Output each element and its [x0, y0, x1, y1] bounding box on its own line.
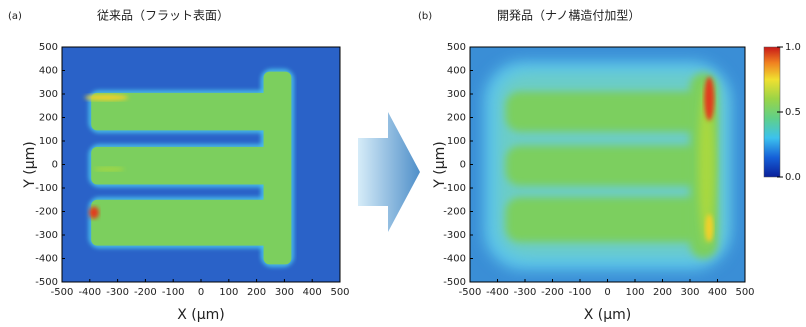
y-axis-label: Y (μm) — [432, 141, 448, 188]
y-tick-label: -200 — [35, 207, 58, 218]
heat-region — [91, 147, 274, 185]
y-tick-label: -300 — [443, 230, 466, 241]
panel-label: (b) — [418, 11, 432, 22]
colorbar-tick-label: 1.0 — [785, 42, 801, 53]
y-tick-label: 500 — [39, 42, 58, 53]
x-tick-label: -400 — [78, 287, 101, 298]
arrow — [358, 112, 420, 232]
x-tick-label: 100 — [625, 287, 644, 298]
heat-region — [506, 197, 712, 242]
y-tick-label: 100 — [447, 136, 466, 147]
y-tick-label: 0 — [460, 160, 466, 171]
heat-spot — [704, 77, 714, 121]
y-tick-label: 0 — [52, 160, 58, 171]
x-tick-label: 100 — [219, 287, 238, 298]
y-tick-label: -200 — [443, 207, 466, 218]
heat-spot — [89, 207, 99, 219]
x-tick-label: -500 — [51, 287, 74, 298]
x-tick-label: -300 — [106, 287, 129, 298]
panel-title: 従来品（フラット表面） — [97, 9, 229, 23]
x-tick-label: -200 — [134, 287, 157, 298]
y-tick-label: 100 — [39, 136, 58, 147]
y-tick-label: 200 — [39, 113, 58, 124]
figure: -500 -400 -300 -200 -100 0 100 200 300 400 500 -500… — [0, 0, 806, 327]
x-tick-label: 200 — [653, 287, 672, 298]
heat-spot — [84, 95, 128, 101]
x-tick-label: 300 — [680, 287, 699, 298]
x-axis-label: X (μm) — [177, 307, 225, 323]
x-tick-label: 500 — [330, 287, 349, 298]
x-tick-label: -400 — [486, 287, 509, 298]
x-tick-label: 200 — [247, 287, 266, 298]
heat-region — [264, 72, 292, 265]
heatmap — [62, 47, 340, 282]
heat-region — [506, 146, 712, 186]
panel-label: (a) — [8, 11, 22, 22]
y-tick-label: 300 — [447, 89, 466, 100]
y-tick-label: 400 — [39, 66, 58, 77]
panel-title: 開発品（ナノ構造付加型） — [497, 9, 640, 23]
y-axis-label: Y (μm) — [22, 141, 38, 188]
y-tick-label: -500 — [35, 277, 58, 288]
x-tick-label: 0 — [198, 287, 204, 298]
heatmap — [470, 47, 745, 282]
colorbar-tick-label: 0.0 — [785, 172, 801, 183]
y-tick-label: -400 — [443, 254, 466, 265]
y-tick-label: 300 — [39, 89, 58, 100]
x-tick-label: -200 — [541, 287, 564, 298]
x-tick-label: 400 — [708, 287, 727, 298]
heat-region — [506, 92, 712, 132]
x-tick-label: 300 — [275, 287, 294, 298]
heat-spot — [705, 214, 713, 242]
y-tick-label: -400 — [35, 254, 58, 265]
heat-spot — [94, 167, 124, 171]
colorbar-tick-label: 0.5 — [785, 107, 801, 118]
y-tick-label: -100 — [35, 183, 58, 194]
x-tick-label: 0 — [604, 287, 610, 298]
y-tick-label: 200 — [447, 113, 466, 124]
y-tick-label: -300 — [35, 230, 58, 241]
heat-region — [91, 200, 274, 246]
y-tick-label: 500 — [447, 42, 466, 53]
x-tick-label: 400 — [303, 287, 322, 298]
x-axis-label: X (μm) — [584, 307, 632, 323]
x-tick-label: -300 — [514, 287, 537, 298]
y-tick-label: 400 — [447, 66, 466, 77]
x-tick-label: -100 — [569, 287, 592, 298]
y-tick-label: -500 — [443, 277, 466, 288]
x-tick-label: 500 — [735, 287, 754, 298]
x-tick-label: -100 — [162, 287, 185, 298]
x-tick-label: -500 — [459, 287, 482, 298]
